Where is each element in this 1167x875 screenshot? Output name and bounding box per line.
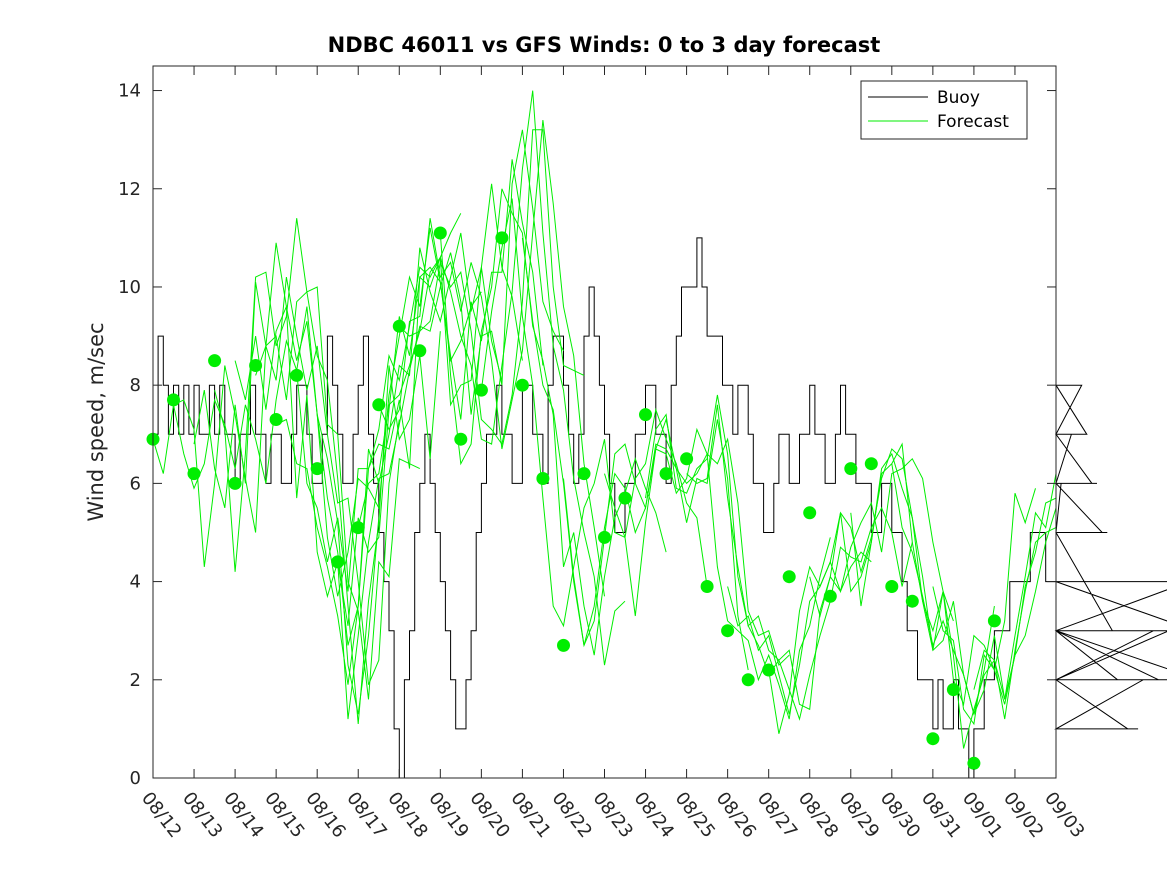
forecast-marker-36 (885, 580, 899, 593)
forecast-run-line-16 (563, 437, 790, 667)
forecast-marker-29 (741, 673, 755, 687)
forecast-marker-19 (536, 472, 550, 485)
forecast-marker-1 (167, 393, 180, 407)
forecast-marker-7 (290, 368, 304, 382)
forecast-marker-37 (905, 594, 919, 608)
forecast-marker-16 (474, 383, 488, 397)
forecast-run-line-15 (521, 237, 749, 671)
forecast-marker-20 (557, 638, 570, 652)
forecast-marker-32 (803, 506, 817, 520)
tick-marks (152, 66, 1057, 779)
forecast-marker-22 (598, 530, 611, 544)
forecast-marker-12 (392, 319, 406, 333)
legend-forecast-label: Forecast (937, 112, 1009, 132)
forecast-run-line-14 (480, 198, 708, 628)
forecast-run-line-1 (173, 277, 400, 685)
data-layer (146, 90, 1167, 779)
forecast-marker-40 (967, 756, 981, 770)
forecast-run-line-9 (337, 129, 564, 720)
forecast-marker-39 (946, 683, 960, 697)
y-tick-labels: 0 2 4 6 8 10 12 14 (118, 81, 141, 789)
y-tick-label-7: 14 (118, 81, 141, 102)
forecast-marker-33 (823, 589, 837, 603)
forecast-marker-25 (659, 467, 673, 481)
forecast-marker-5 (249, 359, 263, 372)
legend-box (860, 80, 1028, 140)
forecast-marker-10 (351, 521, 365, 535)
forecast-run-line-12 (398, 90, 626, 666)
y-tick-label-0: 0 (130, 768, 141, 789)
forecast-run-line-25 (932, 507, 1057, 726)
forecast-run-line-23 (850, 442, 1057, 749)
forecast-marker-34 (844, 462, 858, 476)
y-tick-label-4: 8 (130, 375, 141, 396)
forecast-run-line-6 (275, 232, 503, 685)
forecast-marker-3 (208, 354, 222, 368)
forecast-run-line-13 (439, 188, 667, 656)
forecast-marker-2 (187, 467, 201, 481)
y-tick-label-6: 12 (118, 179, 141, 200)
forecast-marker-13 (413, 344, 427, 358)
forecast-marker-35 (864, 457, 878, 471)
forecast-run-line-3 (214, 218, 441, 725)
forecast-marker-14 (433, 226, 447, 240)
forecast-marker-24 (639, 408, 652, 422)
y-tick-label-2: 4 (130, 572, 141, 593)
forecast-marker-15 (454, 432, 468, 446)
forecast-marker-23 (618, 491, 632, 505)
forecast-marker-9 (331, 555, 345, 569)
forecast-marker-38 (926, 732, 940, 746)
forecast-marker-18 (515, 378, 529, 392)
forecast-marker-17 (495, 231, 509, 245)
forecast-run-line-7 (296, 183, 523, 592)
forecast-run-line-26 (973, 527, 1057, 720)
forecast-run-line-11 (378, 119, 605, 597)
y-tick-label-3: 6 (130, 473, 141, 494)
forecast-run-line-21 (768, 448, 995, 734)
legend-buoy-label: Buoy (937, 88, 980, 108)
forecast-marker-31 (782, 570, 796, 584)
y-tick-label-5: 10 (118, 277, 141, 298)
forecast-run-line-20 (727, 457, 954, 715)
forecast-run-line-10 (357, 129, 585, 528)
forecast-marker-41 (987, 614, 1001, 628)
y-axis-label: Wind speed, m/sec (84, 322, 108, 521)
forecast-marker-28 (721, 624, 735, 638)
y-tick-label-1: 2 (130, 670, 141, 691)
forecast-marker-26 (680, 452, 694, 466)
legend: Buoy Forecast (860, 80, 1028, 140)
buoy-series-line (153, 237, 1167, 779)
forecast-marker-6 (269, 413, 283, 426)
forecast-marker-21 (577, 467, 591, 481)
forecast-marker-27 (700, 580, 714, 593)
chart-title: NDBC 46011 vs GFS Winds: 0 to 3 day fore… (328, 33, 881, 57)
forecast-marker-8 (310, 462, 324, 476)
forecast-marker-4 (228, 476, 242, 490)
forecast-marker-30 (762, 663, 776, 677)
forecast-marker-11 (372, 398, 386, 412)
